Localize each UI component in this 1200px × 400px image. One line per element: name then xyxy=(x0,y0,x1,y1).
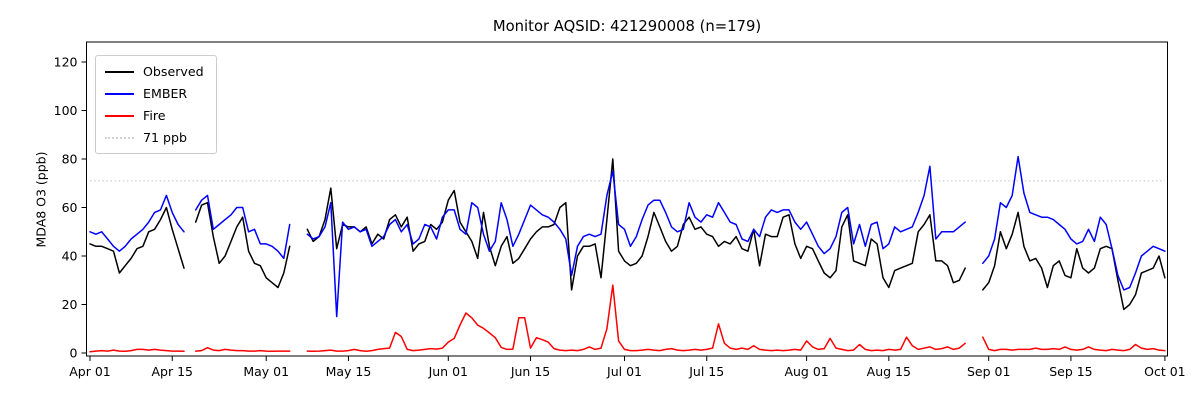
legend-item-fire: Fire xyxy=(105,108,204,123)
x-tick-label: Aug 01 xyxy=(784,364,828,379)
legend-label: Fire xyxy=(143,108,166,123)
x-tick-label: Jul 01 xyxy=(606,364,642,379)
x-tick-label: May 01 xyxy=(243,364,289,379)
legend-label: EMBER xyxy=(143,86,188,101)
fire-line xyxy=(89,284,1166,353)
fire-line-sample xyxy=(105,114,134,117)
legend: Observed EMBER Fire 71 ppb xyxy=(95,55,217,154)
y-tick-label: 60 xyxy=(62,200,78,215)
x-tick-label: Oct 01 xyxy=(1144,364,1186,379)
legend-label: 71 ppb xyxy=(143,130,188,145)
chart-title: Monitor AQSID: 421290008 (n=179) xyxy=(492,18,762,35)
ember-line-sample xyxy=(105,92,134,95)
legend-item-threshold: 71 ppb xyxy=(105,130,204,145)
y-tick-label: 80 xyxy=(62,152,78,167)
y-axis-label: MDA8 O3 (ppb) xyxy=(33,151,49,248)
y-tick-label: 20 xyxy=(62,297,78,312)
observed-line-sample xyxy=(105,70,134,73)
legend-item-ember: EMBER xyxy=(105,86,204,101)
plot-border xyxy=(86,41,1168,357)
x-tick-label: Jun 15 xyxy=(510,364,550,379)
y-tick-label: 40 xyxy=(62,249,78,264)
ember-line xyxy=(89,155,1166,318)
x-tick-label: May 15 xyxy=(326,364,372,379)
y-tick-label: 120 xyxy=(54,55,78,70)
x-tick-label: Sep 01 xyxy=(967,364,1010,379)
x-tick-label: Aug 15 xyxy=(867,364,911,379)
x-tick-label: Jun 01 xyxy=(428,364,468,379)
x-tick-label: Jul 15 xyxy=(688,364,724,379)
x-tick-label: Apr 15 xyxy=(151,364,193,379)
y-tick-label: 100 xyxy=(54,103,78,118)
x-tick-label: Sep 15 xyxy=(1049,364,1092,379)
threshold-line-sample xyxy=(105,136,134,139)
legend-label: Observed xyxy=(143,64,204,79)
observed-line xyxy=(89,158,1166,311)
x-tick-label: Apr 01 xyxy=(69,364,111,379)
y-tick-label: 0 xyxy=(70,346,78,361)
legend-item-observed: Observed xyxy=(105,64,204,79)
